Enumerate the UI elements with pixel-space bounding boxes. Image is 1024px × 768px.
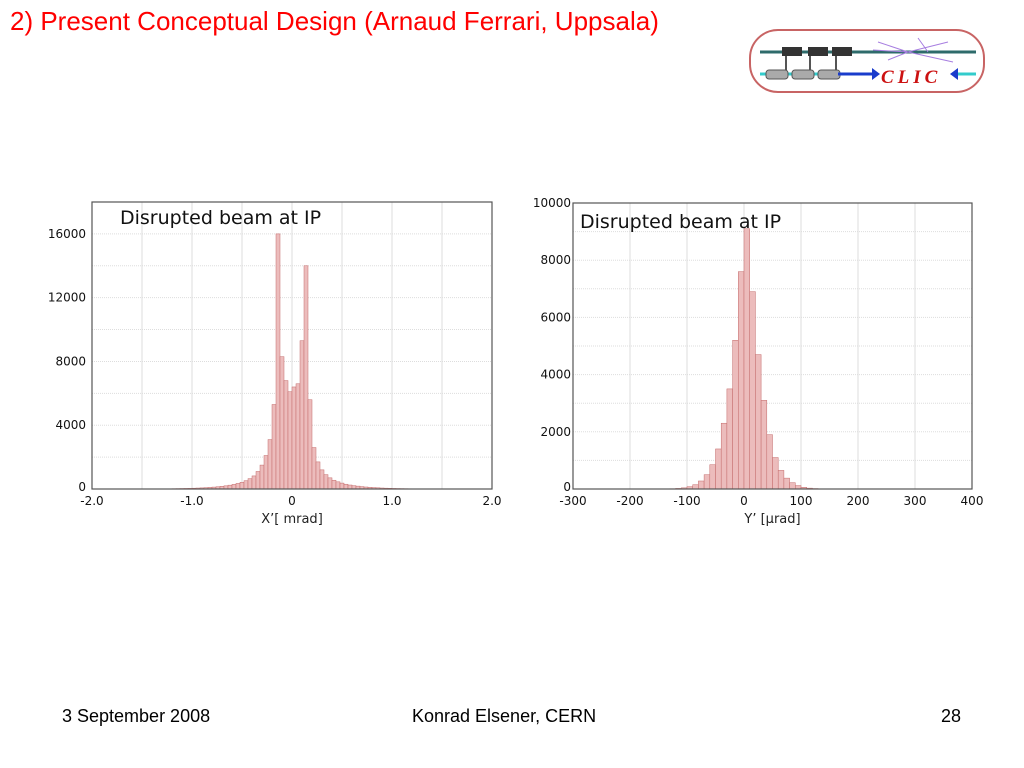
histogram-bar (777, 470, 785, 490)
histogram-bar (291, 386, 297, 490)
x-tick-label: 300 (904, 494, 927, 508)
y-tick-label: 0 (78, 480, 86, 494)
y-tick-label: 8000 (55, 354, 86, 368)
chart-title: Disrupted beam at IP (580, 211, 781, 233)
x-tick-label: -300 (559, 494, 586, 508)
histogram-bar (299, 340, 305, 490)
y-tick-label: 16000 (48, 227, 86, 241)
footer-page-number: 28 (941, 706, 962, 726)
histogram-bar (749, 291, 756, 490)
y-tick-label: 4000 (540, 368, 571, 382)
plot-frame (91, 201, 493, 490)
slide-title: 2) Present Conceptual Design (Arnaud Fer… (10, 6, 659, 36)
x-tick-label: -2.0 (80, 494, 103, 508)
y-tick-label: 4000 (55, 418, 86, 432)
x-tick-label: 400 (961, 494, 984, 508)
histogram-bar (279, 356, 285, 490)
x-tick-label: 100 (790, 494, 813, 508)
histogram-bar (287, 391, 293, 490)
footer-author: Konrad Elsener, CERN (412, 706, 597, 726)
histogram-bar (331, 479, 337, 490)
histogram-bar (311, 447, 317, 490)
histogram-bar (726, 388, 733, 490)
histogram-bar (231, 484, 237, 490)
y-tick-label: 2000 (540, 425, 571, 439)
chart-title: Disrupted beam at IP (120, 207, 321, 229)
histogram-bar (709, 464, 716, 490)
histogram-bar (247, 478, 253, 490)
histogram-bar (295, 383, 301, 490)
histogram-bar (283, 380, 289, 490)
histogram-bar (243, 480, 249, 490)
footer-date: 3 September 2008 (62, 706, 211, 726)
histogram-bar (743, 228, 750, 490)
x-tick-label: -200 (616, 494, 643, 508)
histogram-bar (698, 480, 705, 490)
histogram-bar (715, 448, 722, 490)
histogram-bar (327, 477, 333, 490)
histogram-bar (271, 404, 277, 490)
y-tick-label: 0 (563, 480, 571, 494)
histogram-bar (766, 434, 773, 490)
histogram-bar (343, 483, 349, 490)
histogram-bar (251, 475, 257, 490)
plot-frame (572, 202, 973, 490)
x-axis-label: X’[ mrad] (261, 512, 323, 527)
x-tick-label: -1.0 (180, 494, 203, 508)
y-tick-label: 12000 (48, 291, 86, 305)
histogram-bar (275, 233, 281, 490)
y-tick-label: 8000 (540, 253, 571, 267)
logo-text: CLIC (881, 67, 941, 88)
histogram-bar (307, 399, 313, 490)
histogram-bar (760, 400, 768, 490)
histogram-bar (323, 474, 329, 490)
chart-2: Disrupted beam at IP -300 -200 -100 0 100 200 3… (533, 196, 984, 527)
histogram-bar (732, 340, 739, 490)
chart-1: Disrupted beam at IP -2.0 -1.0 0 1.0 2.0 0 4000… (48, 201, 502, 527)
clic-logo: CLIC (749, 29, 985, 93)
histogram-bar (259, 464, 265, 490)
histogram-bar (783, 477, 790, 490)
x-tick-label: 200 (847, 494, 870, 508)
histogram-bar (738, 271, 745, 490)
histogram-bar (235, 483, 241, 490)
x-tick-label: -100 (673, 494, 700, 508)
histogram-bar (315, 461, 321, 490)
x-tick-label: 2.0 (482, 494, 501, 508)
histogram-bar (692, 484, 699, 490)
histogram-bar (319, 469, 325, 490)
histogram-bar (339, 482, 345, 490)
histogram-bar (267, 439, 273, 490)
histogram-bar (789, 482, 796, 490)
histogram-bar (755, 354, 762, 490)
x-tick-label: 0 (288, 494, 296, 508)
histogram-bar (239, 482, 245, 490)
histogram-bar (263, 455, 269, 490)
y-tick-label: 10000 (533, 196, 571, 210)
histogram-bar (335, 481, 341, 490)
histogram-bar (720, 422, 728, 490)
y-tick-label: 6000 (540, 310, 571, 324)
histogram-bar (303, 265, 309, 490)
x-axis-label: Y’ [μrad] (743, 512, 800, 527)
histogram-bar (703, 474, 711, 490)
x-tick-label: 0 (740, 494, 748, 508)
histogram-bar (772, 457, 779, 490)
x-tick-label: 1.0 (382, 494, 401, 508)
histogram-bar (255, 471, 261, 490)
